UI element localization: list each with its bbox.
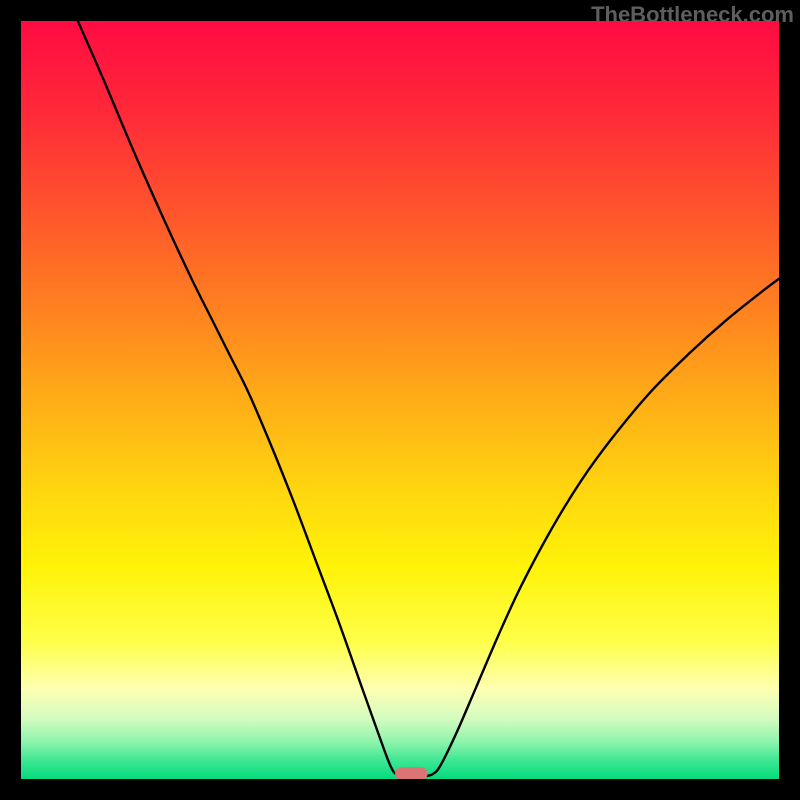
chart-stage: TheBottleneck.com	[0, 0, 800, 800]
bottleneck-chart	[0, 0, 800, 800]
bottleneck-marker	[395, 767, 428, 780]
plot-background-gradient	[21, 21, 779, 779]
